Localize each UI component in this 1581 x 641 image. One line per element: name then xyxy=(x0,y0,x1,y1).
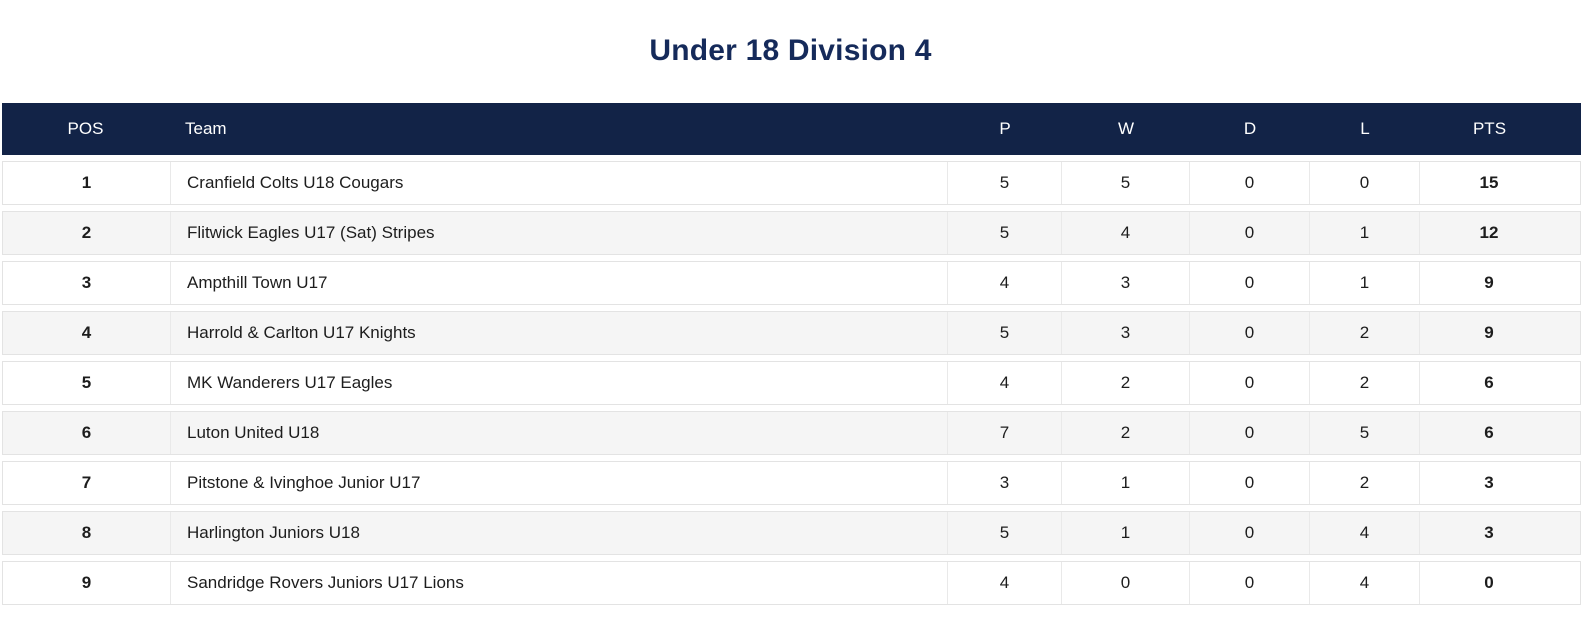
played-cell: 7 xyxy=(947,412,1061,454)
points-cell: 9 xyxy=(1419,262,1580,304)
table-row: 3 Ampthill Town U17 4 3 0 1 9 xyxy=(2,261,1581,305)
table-row: 1 Cranfield Colts U18 Cougars 5 5 0 0 15 xyxy=(2,161,1581,205)
team-name-cell: Flitwick Eagles U17 (Sat) Stripes xyxy=(170,212,947,254)
won-cell: 0 xyxy=(1061,562,1189,604)
lost-cell: 5 xyxy=(1309,412,1419,454)
column-header-w: W xyxy=(1117,119,1135,138)
lost-cell: 1 xyxy=(1309,212,1419,254)
points-cell: 9 xyxy=(1419,312,1580,354)
won-cell: 1 xyxy=(1061,512,1189,554)
lost-cell: 1 xyxy=(1309,262,1419,304)
played-cell: 5 xyxy=(947,162,1061,204)
won-cell: 2 xyxy=(1061,412,1189,454)
column-header-d: D xyxy=(1243,119,1257,138)
points-cell: 6 xyxy=(1419,412,1580,454)
standings-table: POS Team P W D L PTS 1 Cranfield Colts U… xyxy=(2,103,1581,605)
table-row: 2 Flitwick Eagles U17 (Sat) Stripes 5 4 … xyxy=(2,211,1581,255)
team-name-cell: Pitstone & Ivinghoe Junior U17 xyxy=(170,462,947,504)
column-header-team: Team xyxy=(185,119,227,138)
drawn-cell: 0 xyxy=(1189,362,1309,404)
played-cell: 4 xyxy=(947,562,1061,604)
won-cell: 4 xyxy=(1061,212,1189,254)
team-name-cell: Ampthill Town U17 xyxy=(170,262,947,304)
table-row: 9 Sandridge Rovers Juniors U17 Lions 4 0… xyxy=(2,561,1581,605)
drawn-cell: 0 xyxy=(1189,312,1309,354)
lost-cell: 2 xyxy=(1309,312,1419,354)
lost-cell: 4 xyxy=(1309,562,1419,604)
points-cell: 12 xyxy=(1419,212,1580,254)
team-name-cell: Cranfield Colts U18 Cougars xyxy=(170,162,947,204)
played-cell: 5 xyxy=(947,212,1061,254)
table-row: 7 Pitstone & Ivinghoe Junior U17 3 1 0 2… xyxy=(2,461,1581,505)
position-cell: 3 xyxy=(81,273,92,292)
points-cell: 15 xyxy=(1419,162,1580,204)
drawn-cell: 0 xyxy=(1189,462,1309,504)
drawn-cell: 0 xyxy=(1189,412,1309,454)
team-name-cell: Sandridge Rovers Juniors U17 Lions xyxy=(170,562,947,604)
team-name-cell: MK Wanderers U17 Eagles xyxy=(170,362,947,404)
position-cell: 4 xyxy=(81,323,92,342)
column-header-p: P xyxy=(999,119,1011,138)
column-header-l: L xyxy=(1360,119,1370,138)
played-cell: 3 xyxy=(947,462,1061,504)
played-cell: 4 xyxy=(947,262,1061,304)
position-cell: 7 xyxy=(81,473,92,492)
column-header-pos: POS xyxy=(67,119,104,138)
position-cell: 5 xyxy=(81,373,92,392)
position-cell: 6 xyxy=(81,423,92,442)
drawn-cell: 0 xyxy=(1189,562,1309,604)
lost-cell: 0 xyxy=(1309,162,1419,204)
points-cell: 6 xyxy=(1419,362,1580,404)
points-cell: 0 xyxy=(1419,562,1580,604)
played-cell: 5 xyxy=(947,512,1061,554)
drawn-cell: 0 xyxy=(1189,512,1309,554)
position-cell: 2 xyxy=(81,223,92,242)
won-cell: 1 xyxy=(1061,462,1189,504)
team-name-cell: Luton United U18 xyxy=(170,412,947,454)
position-cell: 1 xyxy=(81,173,92,192)
table-header-row: POS Team P W D L PTS xyxy=(2,103,1581,155)
lost-cell: 4 xyxy=(1309,512,1419,554)
won-cell: 3 xyxy=(1061,262,1189,304)
drawn-cell: 0 xyxy=(1189,162,1309,204)
won-cell: 2 xyxy=(1061,362,1189,404)
team-name-cell: Harlington Juniors U18 xyxy=(170,512,947,554)
played-cell: 5 xyxy=(947,312,1061,354)
page-title: Under 18 Division 4 xyxy=(649,34,932,67)
drawn-cell: 0 xyxy=(1189,212,1309,254)
column-header-pts: PTS xyxy=(1472,119,1507,138)
lost-cell: 2 xyxy=(1309,462,1419,504)
won-cell: 3 xyxy=(1061,312,1189,354)
points-cell: 3 xyxy=(1419,462,1580,504)
played-cell: 4 xyxy=(947,362,1061,404)
drawn-cell: 0 xyxy=(1189,262,1309,304)
won-cell: 5 xyxy=(1061,162,1189,204)
team-name-cell: Harrold & Carlton U17 Knights xyxy=(170,312,947,354)
lost-cell: 2 xyxy=(1309,362,1419,404)
table-body: 1 Cranfield Colts U18 Cougars 5 5 0 0 15… xyxy=(2,161,1581,605)
table-row: 5 MK Wanderers U17 Eagles 4 2 0 2 6 xyxy=(2,361,1581,405)
position-cell: 8 xyxy=(81,523,92,542)
points-cell: 3 xyxy=(1419,512,1580,554)
table-row: 4 Harrold & Carlton U17 Knights 5 3 0 2 … xyxy=(2,311,1581,355)
table-row: 6 Luton United U18 7 2 0 5 6 xyxy=(2,411,1581,455)
position-cell: 9 xyxy=(81,573,92,592)
table-row: 8 Harlington Juniors U18 5 1 0 4 3 xyxy=(2,511,1581,555)
